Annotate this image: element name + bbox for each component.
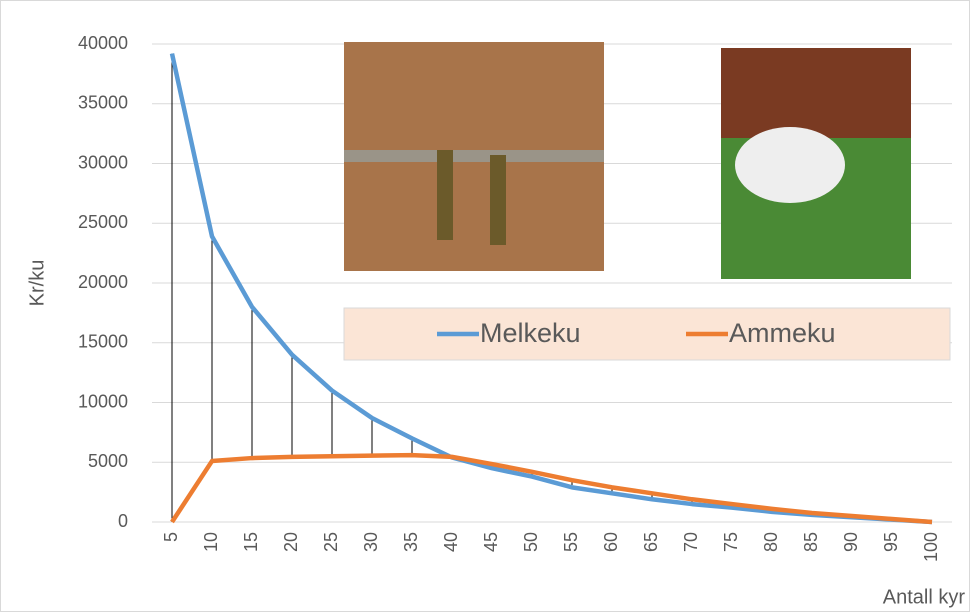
legend-label: Ammeku bbox=[729, 318, 836, 348]
lines bbox=[169, 53, 933, 525]
y-tick-label: 30000 bbox=[78, 152, 128, 172]
y-tick-label: 15000 bbox=[78, 332, 128, 352]
legend bbox=[343, 307, 951, 361]
x-tick-label: 5 bbox=[161, 532, 181, 542]
x-tick-label: 25 bbox=[321, 532, 341, 552]
photo-detail bbox=[721, 48, 911, 138]
series-line bbox=[170, 452, 933, 525]
x-tick-label: 75 bbox=[721, 532, 741, 552]
x-tick-label: 80 bbox=[761, 532, 781, 552]
y-tick-label: 5000 bbox=[88, 451, 128, 471]
y-tick-label: 40000 bbox=[78, 33, 128, 53]
x-tick-label: 65 bbox=[641, 532, 661, 552]
x-tick-label: 50 bbox=[521, 532, 541, 552]
x-tick-label: 20 bbox=[281, 532, 301, 552]
photo-detail bbox=[344, 150, 604, 162]
x-tick-label: 85 bbox=[801, 532, 821, 552]
x-tick-label: 35 bbox=[401, 532, 421, 552]
x-tick-label: 30 bbox=[361, 532, 381, 552]
x-tick-label: 100 bbox=[921, 532, 941, 562]
photo-detail bbox=[490, 155, 506, 245]
y-tick-label: 35000 bbox=[78, 93, 128, 113]
x-tick-label: 45 bbox=[481, 532, 501, 552]
x-tick-label: 40 bbox=[441, 532, 461, 552]
x-tick-label: 15 bbox=[241, 532, 261, 552]
y-tick-label: 10000 bbox=[78, 391, 128, 411]
x-tick-label: 60 bbox=[601, 532, 621, 552]
x-tick-label: 90 bbox=[841, 532, 861, 552]
photo-detail bbox=[735, 127, 845, 203]
x-tick-label: 10 bbox=[201, 532, 221, 552]
x-tick-label: 95 bbox=[881, 532, 901, 552]
x-axis-label: Antall kyr bbox=[883, 586, 966, 608]
legend-label: Melkeku bbox=[480, 318, 581, 348]
x-tick-label: 70 bbox=[681, 532, 701, 552]
photo-detail bbox=[437, 150, 453, 240]
y-tick-label: 0 bbox=[118, 511, 128, 531]
x-tick-label: 55 bbox=[561, 532, 581, 552]
y-tick-label: 25000 bbox=[78, 212, 128, 232]
y-axis-label: Kr/ku bbox=[26, 260, 48, 307]
y-tick-label: 20000 bbox=[78, 272, 128, 292]
